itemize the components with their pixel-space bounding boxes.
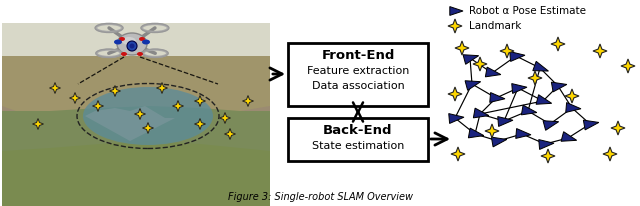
Polygon shape: [485, 124, 499, 138]
Ellipse shape: [139, 37, 145, 41]
Polygon shape: [225, 129, 236, 139]
Ellipse shape: [117, 33, 147, 55]
Ellipse shape: [114, 40, 122, 44]
Text: Back-End: Back-End: [323, 124, 393, 137]
Polygon shape: [2, 106, 270, 151]
Bar: [2, 23, 270, 151]
Text: Feature extraction: Feature extraction: [307, 66, 409, 76]
Polygon shape: [473, 57, 487, 71]
Text: Landmark: Landmark: [469, 21, 522, 31]
Polygon shape: [33, 118, 44, 130]
Polygon shape: [143, 123, 154, 133]
Polygon shape: [490, 92, 505, 102]
Bar: [288, 118, 428, 161]
Polygon shape: [173, 101, 184, 111]
Polygon shape: [243, 96, 253, 107]
Polygon shape: [565, 89, 579, 103]
Polygon shape: [93, 101, 104, 111]
Polygon shape: [593, 44, 607, 58]
Polygon shape: [551, 37, 565, 51]
Polygon shape: [621, 59, 635, 73]
Polygon shape: [584, 120, 599, 130]
Text: Front-End: Front-End: [321, 48, 395, 62]
Polygon shape: [474, 108, 489, 118]
Polygon shape: [541, 149, 555, 163]
Polygon shape: [2, 106, 270, 151]
Bar: [288, 43, 428, 106]
Polygon shape: [49, 82, 61, 94]
Ellipse shape: [137, 52, 143, 56]
Polygon shape: [566, 103, 581, 112]
Ellipse shape: [121, 52, 127, 56]
Polygon shape: [516, 129, 531, 138]
Polygon shape: [157, 82, 168, 94]
Polygon shape: [70, 92, 81, 103]
Ellipse shape: [83, 87, 213, 145]
Polygon shape: [451, 147, 465, 161]
Polygon shape: [528, 71, 542, 85]
Text: Figure 3: Single-robot SLAM Overview: Figure 3: Single-robot SLAM Overview: [227, 192, 413, 202]
Polygon shape: [509, 52, 525, 61]
Circle shape: [127, 41, 137, 51]
Ellipse shape: [142, 40, 150, 44]
Polygon shape: [450, 7, 463, 15]
Polygon shape: [500, 44, 514, 58]
Polygon shape: [522, 105, 537, 115]
Polygon shape: [561, 132, 577, 141]
Polygon shape: [220, 112, 230, 124]
Ellipse shape: [119, 37, 125, 41]
Polygon shape: [533, 61, 548, 71]
Polygon shape: [603, 147, 617, 161]
Polygon shape: [448, 87, 462, 101]
Polygon shape: [543, 121, 559, 130]
Polygon shape: [2, 141, 270, 206]
Polygon shape: [539, 140, 554, 149]
Polygon shape: [611, 121, 625, 135]
Polygon shape: [195, 118, 205, 130]
Text: Robot α Pose Estimate: Robot α Pose Estimate: [469, 6, 586, 16]
Polygon shape: [134, 109, 145, 119]
Polygon shape: [463, 55, 479, 64]
Polygon shape: [195, 96, 205, 107]
Circle shape: [129, 43, 134, 48]
Polygon shape: [109, 85, 120, 96]
Ellipse shape: [122, 37, 136, 45]
Polygon shape: [468, 128, 484, 138]
Text: Data association: Data association: [312, 81, 404, 91]
Polygon shape: [448, 19, 462, 33]
Polygon shape: [536, 95, 552, 104]
Polygon shape: [465, 81, 481, 90]
Polygon shape: [455, 41, 469, 55]
Polygon shape: [485, 67, 501, 77]
Polygon shape: [498, 117, 513, 126]
Polygon shape: [492, 137, 507, 147]
Polygon shape: [449, 114, 464, 123]
Polygon shape: [552, 82, 567, 92]
Text: State estimation: State estimation: [312, 141, 404, 151]
Polygon shape: [512, 84, 527, 94]
Polygon shape: [85, 106, 175, 141]
Bar: [2, 23, 270, 56]
